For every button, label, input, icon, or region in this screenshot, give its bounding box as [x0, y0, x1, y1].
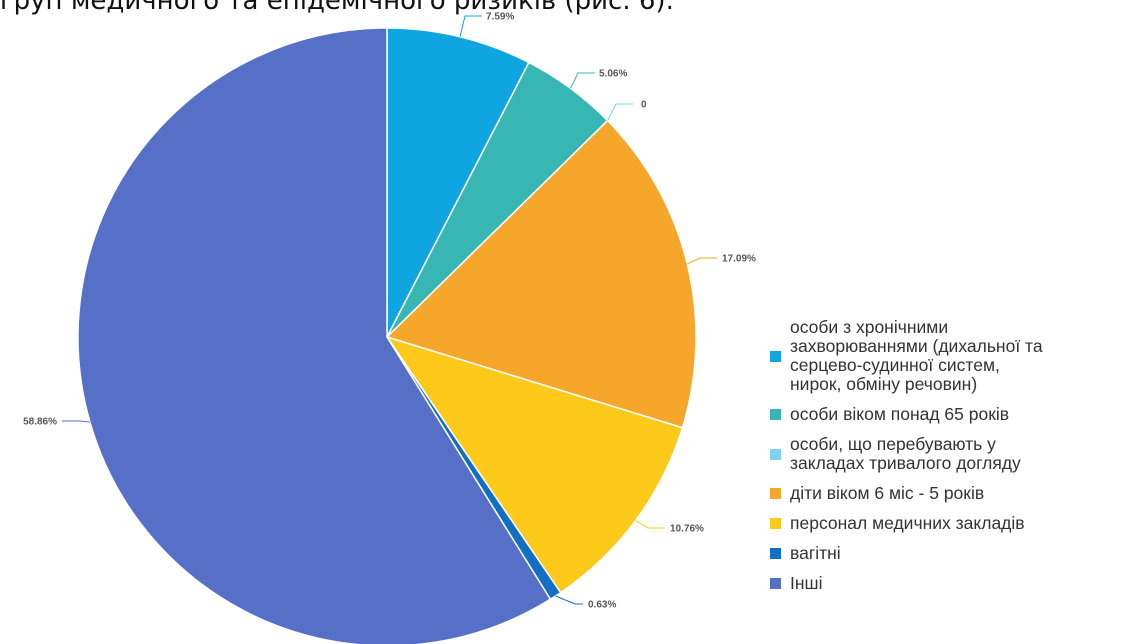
leader-line-4	[686, 257, 717, 265]
legend-item-5: персонал медичних закладів	[770, 514, 1115, 533]
data-label-1: 7.59%	[486, 12, 514, 23]
legend-swatch	[770, 518, 781, 529]
data-label-5: 10.76%	[670, 524, 704, 535]
data-label-6: 0.63%	[588, 600, 616, 611]
pie-slice-1	[386, 27, 530, 338]
data-label-7: 58.86%	[23, 417, 57, 428]
leader-line-5	[635, 520, 665, 529]
legend-item-2: особи віком понад 65 років	[770, 405, 1115, 424]
legend-item-3: особи, що перебувають у закладах тривало…	[770, 435, 1115, 473]
data-label-3: 0	[641, 100, 647, 111]
leader-line-7	[62, 420, 90, 423]
legend-item-6: вагітні	[770, 544, 1115, 563]
caption-text: груп медичного та епідемічного ризиків (…	[0, 0, 674, 16]
legend-label: Інші	[790, 573, 823, 593]
data-label-2: 5.06%	[599, 69, 627, 80]
pie-slice-4	[385, 119, 697, 429]
legend-label: особи, що перебувають у закладах тривало…	[790, 434, 1021, 473]
legend-swatch	[770, 409, 781, 420]
legend-swatch	[770, 578, 781, 589]
leader-line-3	[607, 103, 633, 121]
legend-label: особи з хронічними захворюваннями (дихал…	[790, 317, 1043, 394]
legend: особи з хронічними захворюваннями (дихал…	[770, 318, 1115, 604]
legend-swatch	[770, 548, 781, 559]
pie-slice-7	[77, 27, 552, 644]
legend-label: діти віком 6 міс - 5 років	[790, 483, 985, 503]
slice-labels: 7.59% 5.06% 0 17.09% 10.76% 0.63% 58.86%	[23, 12, 756, 611]
legend-item-1: особи з хронічними захворюваннями (дихал…	[770, 318, 1115, 394]
leader-line-1	[459, 15, 482, 37]
pie-slices	[77, 27, 697, 644]
data-label-4: 17.09%	[722, 254, 756, 265]
legend-swatch	[770, 350, 781, 362]
legend-item-4: діти віком 6 міс - 5 років	[770, 484, 1115, 503]
leader-line-2	[570, 72, 595, 89]
legend-swatch	[770, 448, 781, 460]
legend-label: вагітні	[790, 543, 841, 563]
pie-slice-5	[385, 335, 684, 594]
legend-label: особи віком понад 65 років	[790, 404, 1010, 424]
leader-line-6	[555, 595, 583, 605]
legend-label: персонал медичних закладів	[790, 513, 1025, 533]
legend-item-7: Інші	[770, 574, 1115, 593]
legend-swatch	[770, 488, 781, 499]
label-leader-lines	[62, 15, 717, 605]
